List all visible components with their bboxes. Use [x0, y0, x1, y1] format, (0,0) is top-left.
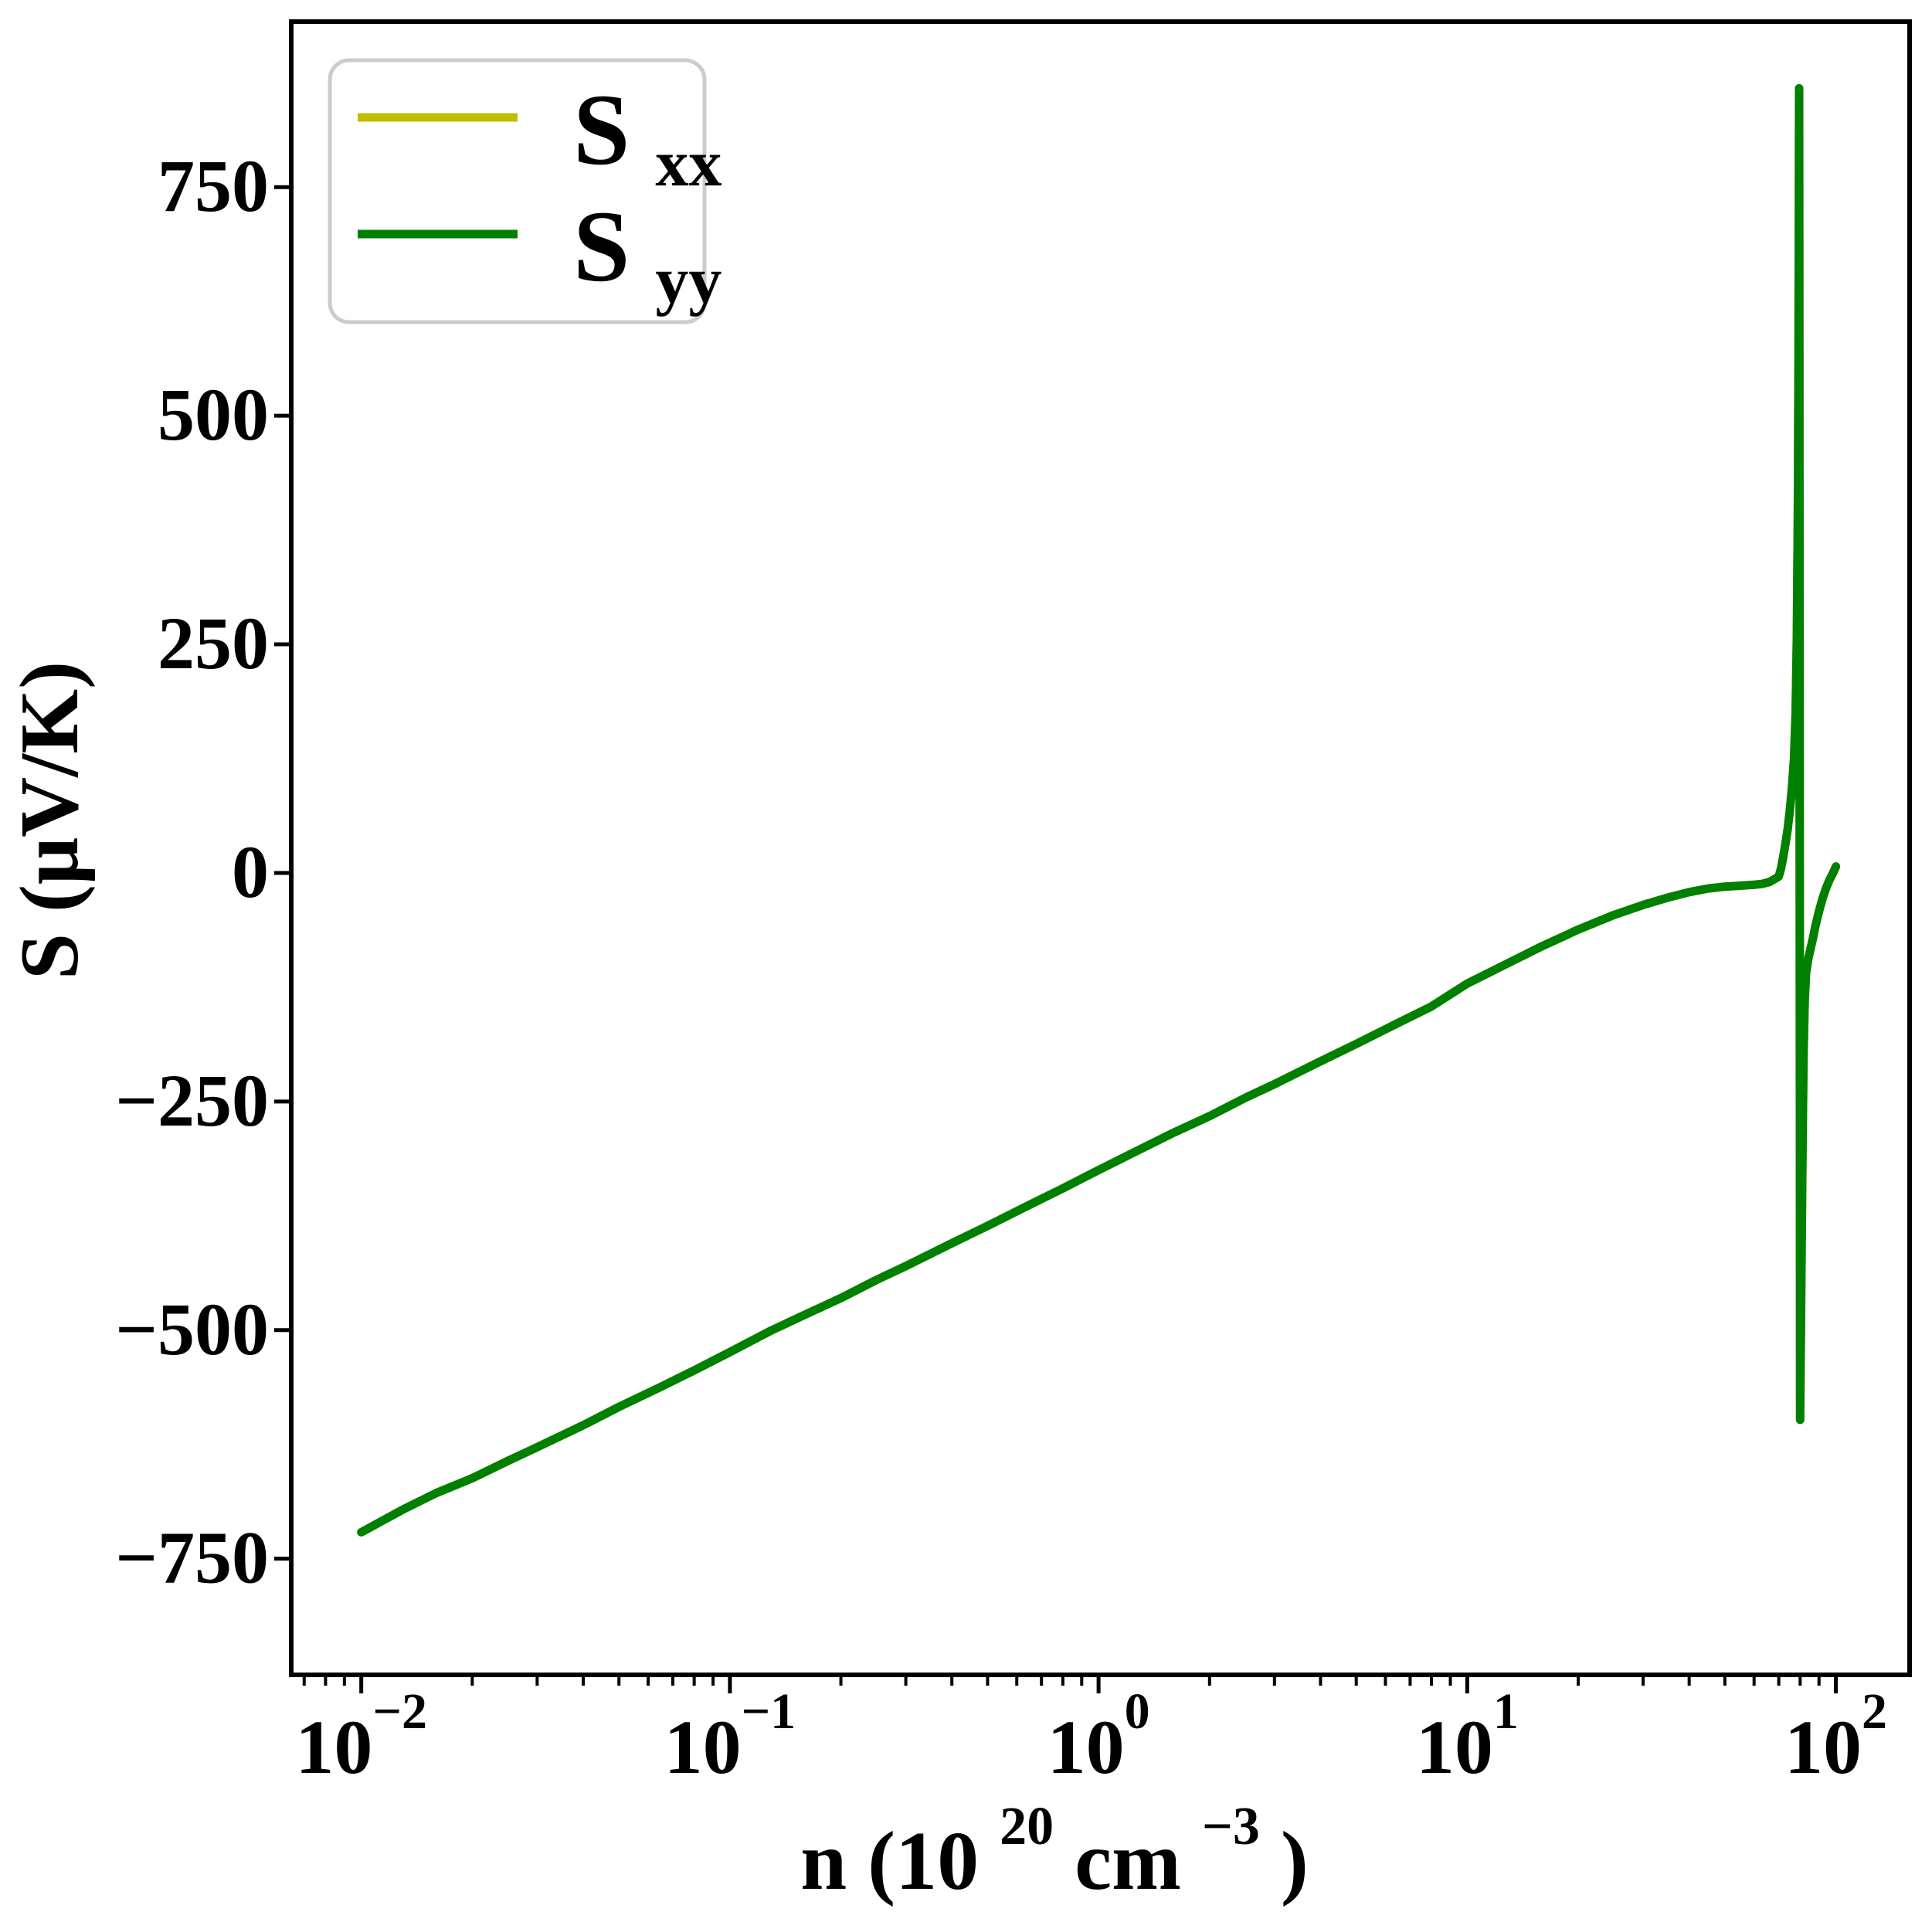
x-tick-label-exponent: 1	[1493, 1683, 1519, 1740]
y-axis-ticks	[274, 185, 290, 1561]
x-tick-label-exponent: 0	[1125, 1683, 1150, 1740]
x-tick-label-base: 10	[1416, 1704, 1493, 1790]
x-axis-title-cm: cm	[1075, 1815, 1181, 1907]
y-tick-label: 0	[232, 830, 269, 913]
x-tick-label-exponent: −1	[742, 1683, 796, 1740]
x-axis-tick-labels: 10−2 10−1 100 101 102	[295, 1683, 1887, 1790]
legend-sxx-label-sub: xx	[655, 126, 722, 200]
y-tick-label: 750	[158, 144, 269, 227]
x-tick-label-base: 10	[1047, 1704, 1125, 1790]
y-tick-label: −250	[115, 1059, 269, 1142]
series-layer	[357, 83, 1841, 1537]
legend-frame	[328, 58, 707, 324]
x-axis-title-exp20: 20	[1000, 1797, 1054, 1856]
x-tick-label: 100	[1047, 1683, 1150, 1790]
legend-sxx-label: S xx	[573, 73, 722, 200]
x-axis-title: n (10 20 cm −3 )	[800, 1771, 1309, 1907]
legend-sxx-label-base: S	[573, 73, 630, 186]
x-axis-title-prefix: n (10	[800, 1815, 979, 1907]
y-tick-label: 500	[158, 373, 269, 456]
legend-syy-label-base: S	[573, 189, 630, 303]
x-tick-label-base: 10	[1784, 1704, 1862, 1790]
series-syy-line	[357, 83, 1841, 1537]
x-tick-label: 10−2	[295, 1683, 427, 1790]
x-tick-label: 101	[1416, 1683, 1519, 1790]
x-axis-title-exp-3: −3	[1202, 1797, 1260, 1856]
legend: S xx S yy	[328, 58, 722, 324]
y-axis-tick-labels: 750 500 250 0 −250 −500 −750	[115, 144, 269, 1598]
x-tick-label-exponent: −2	[372, 1683, 427, 1740]
x-tick-label-base: 10	[295, 1704, 372, 1790]
y-tick-label: −500	[115, 1288, 269, 1370]
y-tick-label: 250	[158, 602, 269, 684]
x-tick-label: 10−1	[664, 1683, 796, 1790]
x-tick-label-exponent: 2	[1862, 1683, 1887, 1740]
x-tick-label-base: 10	[664, 1704, 742, 1790]
y-axis-title: S (μV/K)	[4, 661, 96, 980]
y-tick-label: −750	[115, 1516, 269, 1599]
x-axis-title-suffix: )	[1281, 1815, 1309, 1907]
legend-syy-label: S yy	[573, 189, 722, 317]
plot-frame	[289, 19, 1912, 1677]
x-tick-label: 102	[1784, 1683, 1887, 1790]
x-axis-minor-ticks	[302, 1676, 1821, 1686]
x-axis-major-ticks	[359, 1676, 1839, 1693]
legend-syy-label-sub: yy	[655, 243, 722, 317]
